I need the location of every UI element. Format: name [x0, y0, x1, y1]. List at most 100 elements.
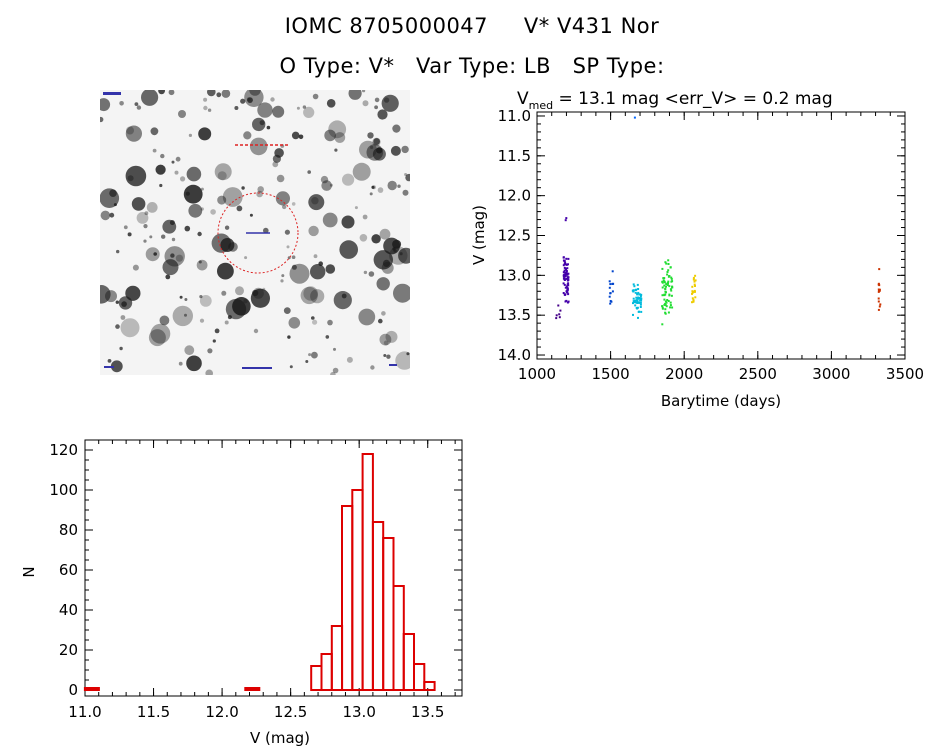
sky-star	[144, 211, 149, 216]
lc-point	[638, 297, 641, 299]
lc-point	[565, 271, 568, 274]
sky-star	[272, 161, 279, 168]
lc-point	[565, 270, 568, 272]
sky-star	[333, 347, 336, 351]
lc-point	[669, 288, 672, 291]
hist-y-tick-label: 40	[59, 601, 78, 619]
sky-star	[368, 271, 375, 277]
lc-point	[665, 305, 668, 308]
sky-star	[310, 289, 325, 304]
lc-point	[608, 295, 611, 298]
sky-star	[311, 351, 318, 359]
lc-point	[877, 308, 880, 311]
lc-point	[566, 301, 569, 304]
lc-point	[665, 301, 668, 304]
lc-point	[665, 285, 667, 288]
lc-point	[562, 275, 565, 278]
lc-point	[634, 304, 637, 307]
sky-star	[143, 239, 147, 243]
lc-point	[877, 282, 880, 285]
lc-point	[667, 311, 670, 314]
sky-star	[379, 228, 391, 240]
lc-point	[558, 313, 561, 316]
lc-point	[632, 289, 635, 292]
sky-star	[205, 369, 213, 375]
sky-star	[289, 365, 293, 369]
lc-x-tick-label: 3500	[886, 365, 924, 383]
lc-point	[669, 306, 672, 309]
sky-star	[305, 360, 309, 363]
lc-point	[637, 288, 640, 290]
sky-star	[253, 328, 259, 334]
sky-star	[358, 308, 376, 326]
lc-point	[562, 274, 565, 277]
lc-point	[661, 294, 664, 297]
lc-plot-frame	[536, 111, 906, 360]
sky-star	[311, 316, 315, 320]
lc-point	[565, 285, 568, 288]
sky-star	[100, 285, 111, 304]
lc-point	[662, 279, 665, 282]
sky-star	[196, 259, 208, 271]
sky-star	[119, 346, 123, 351]
hist-y-tick-label: 120	[49, 441, 78, 459]
lc-point	[661, 305, 664, 308]
sky-star	[376, 277, 390, 291]
sky-star	[373, 138, 381, 145]
lc-point	[666, 273, 669, 276]
sky-star	[308, 194, 325, 211]
lc-point	[633, 285, 636, 288]
lc-point	[671, 306, 674, 309]
lc-point	[558, 316, 561, 319]
sky-star	[198, 127, 212, 141]
sky-star	[197, 231, 202, 237]
sky-star	[398, 247, 410, 264]
sky-star	[184, 225, 191, 232]
sky-star	[141, 90, 159, 106]
lc-x-tick-label: 1500	[592, 365, 630, 383]
lc-point	[670, 294, 673, 297]
lc-point	[667, 280, 670, 283]
lc-point	[566, 289, 569, 292]
sky-star	[257, 102, 273, 118]
sky-star	[249, 90, 261, 96]
lc-point	[567, 293, 570, 296]
lc-point	[564, 300, 567, 303]
lc-point	[670, 276, 673, 279]
sky-star	[216, 92, 222, 98]
lc-point	[564, 286, 567, 289]
sky-star	[225, 298, 247, 320]
lc-point	[666, 299, 669, 301]
lc-point	[564, 219, 567, 222]
sky-star	[127, 232, 132, 237]
sky-star	[270, 97, 275, 102]
sky-star	[250, 288, 270, 308]
lc-point	[666, 271, 669, 273]
lc-point	[636, 306, 639, 309]
sky-star	[386, 354, 391, 359]
sky-star	[214, 163, 232, 181]
lc-point	[565, 263, 568, 266]
sky-star	[363, 270, 368, 275]
sky-star	[107, 359, 112, 363]
lc-point	[635, 296, 638, 299]
sky-star	[291, 255, 296, 259]
lc-y-tick-label: 14.0	[498, 346, 531, 364]
lc-title: Vmed = 13.1 mag <err_V> = 0.2 mag	[517, 89, 833, 112]
lc-point	[567, 257, 570, 260]
lc-point	[609, 292, 612, 295]
sky-star	[243, 131, 252, 140]
hist-bar	[310, 665, 323, 691]
sky-star	[183, 184, 203, 204]
sky-star	[346, 356, 353, 363]
sky-corner-mark	[103, 92, 121, 95]
hist-x-tick-label: 11.0	[68, 703, 101, 721]
sky-star	[284, 229, 290, 235]
lc-point	[565, 257, 568, 260]
hist-bar	[392, 585, 405, 691]
sky-star	[175, 156, 181, 162]
sky-star	[352, 162, 371, 181]
lc-point	[567, 282, 570, 285]
sky-star	[341, 215, 355, 229]
sky-star	[341, 293, 347, 299]
